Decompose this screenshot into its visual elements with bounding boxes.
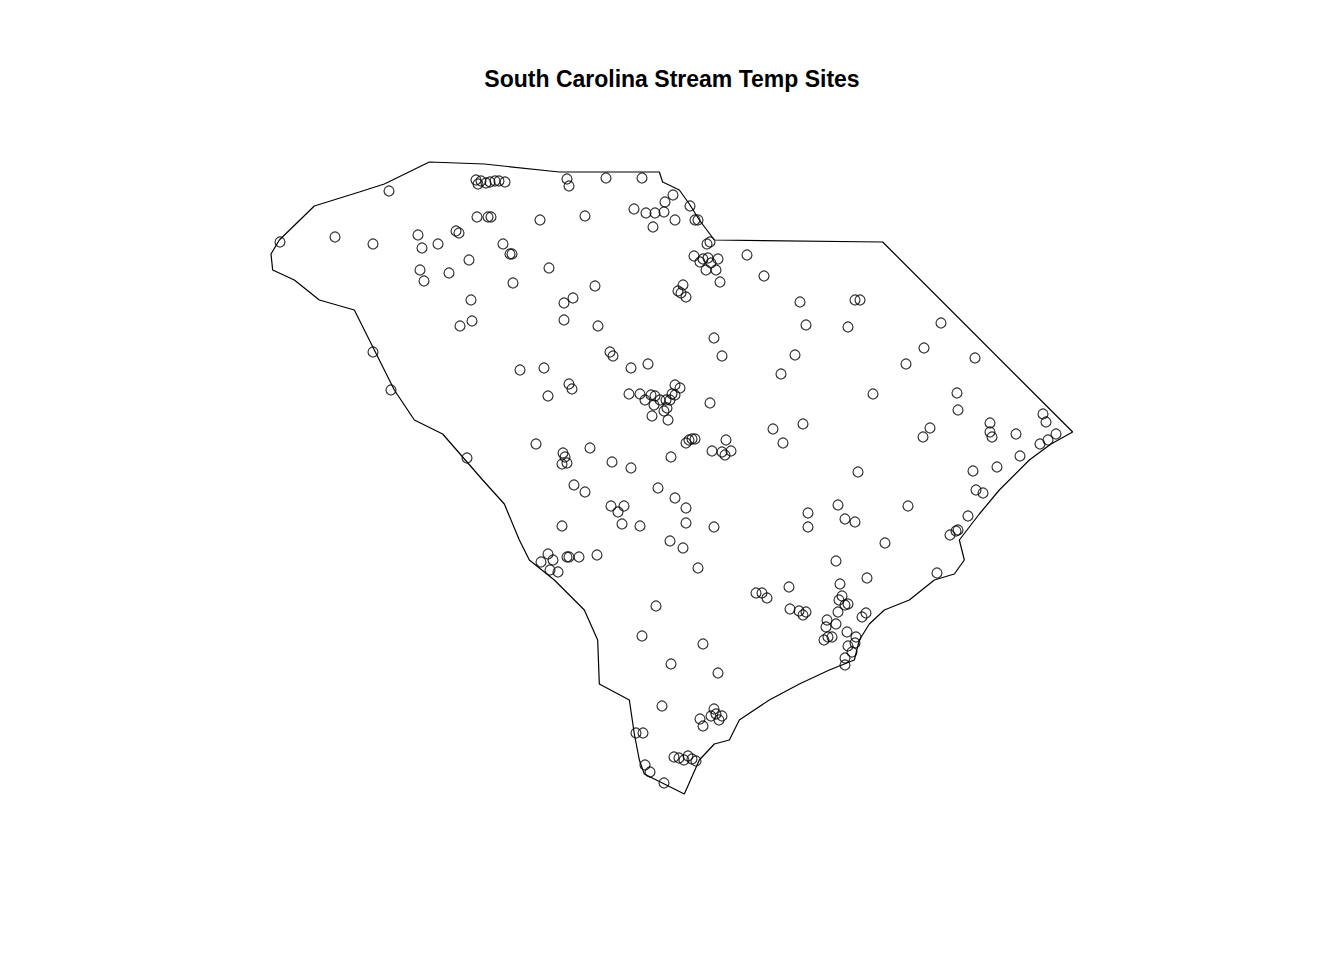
svg-text:South Carolina Stream Temp Sit: South Carolina Stream Temp Sites	[484, 66, 859, 92]
